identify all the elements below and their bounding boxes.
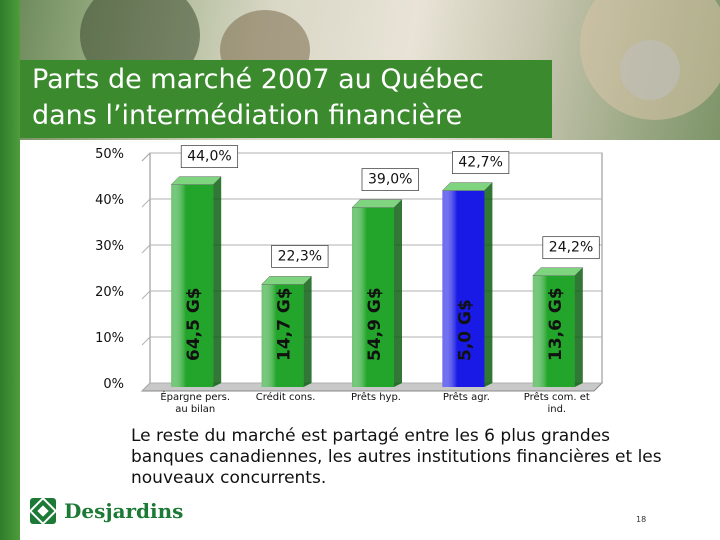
gridline-depth: [141, 290, 151, 300]
x-category-label: Crédit cons.: [256, 391, 316, 403]
bar-amount-label: 13,6 G$: [546, 287, 566, 361]
bar-value-box: [271, 245, 329, 268]
y-tick-label: 20%: [95, 285, 124, 300]
bar-top: [532, 267, 584, 276]
x-category-label: Prêts com. et: [524, 391, 590, 403]
gridline-depth: [141, 152, 151, 162]
bar-value-label: 44,0%: [187, 149, 231, 165]
bar-value-box: [452, 151, 510, 174]
title-line-1: Parts de marché 2007 au Québec: [32, 64, 484, 95]
caption-text: Le reste du marché est partagé entre les…: [131, 426, 662, 488]
y-tick-label: 10%: [95, 331, 124, 346]
bar-group: [441, 182, 494, 387]
y-tick-label: 50%: [95, 147, 124, 162]
y-tick-label: 0%: [103, 377, 124, 392]
bar-highlight: [352, 207, 394, 387]
bar-value-box: [361, 168, 419, 191]
title-box: Parts de marché 2007 au Québec dans l’in…: [20, 60, 552, 138]
bar-value-label: 42,7%: [458, 155, 502, 171]
left-border: [0, 0, 20, 540]
bar-highlight: [261, 284, 304, 387]
bar-side: [484, 182, 493, 387]
bar-side: [574, 267, 583, 387]
bar-side: [213, 176, 222, 387]
bar-highlight: [532, 275, 575, 387]
x-category-label: Prêts hyp.: [351, 391, 401, 403]
bar-value-box: [542, 236, 600, 260]
x-category-label: au bilan: [175, 404, 215, 415]
bar-highlight: [442, 190, 485, 387]
bar-top: [351, 199, 403, 208]
bar-top: [441, 182, 494, 191]
gridline-depth: [141, 244, 151, 254]
x-category-label: ind.: [547, 404, 566, 415]
x-category-label: Épargne pers.: [160, 390, 230, 403]
bar-amount-label: 5,0 G$: [455, 299, 475, 361]
bar-value-label: 24,2%: [549, 240, 593, 256]
bar-value-label: 22,3%: [278, 248, 322, 264]
bar-group: [532, 267, 584, 387]
desjardins-logo: Desjardins: [28, 496, 184, 526]
y-tick-label: 30%: [95, 239, 124, 254]
gridline-depth: [141, 382, 151, 392]
bar-side: [303, 276, 312, 387]
bar-top: [260, 276, 313, 285]
x-category-label: Prêts agr.: [443, 391, 490, 403]
page-number: 18: [636, 515, 647, 524]
bar-group: [170, 176, 222, 387]
bar-highlight: [171, 184, 214, 387]
bar-amount-label: 14,7 G$: [275, 287, 295, 361]
y-tick-label: 40%: [95, 193, 124, 208]
title-line-2: dans l’intermédiation financière: [32, 100, 463, 131]
gridline-depth: [141, 198, 151, 208]
bar-group: [351, 199, 403, 387]
desjardins-logo-icon: [28, 496, 58, 526]
logo-text: Desjardins: [64, 499, 184, 523]
bar-top: [170, 176, 222, 185]
gridline-depth: [141, 336, 151, 346]
bar-amount-label: 54,9 G$: [365, 287, 385, 361]
bar-value-box: [180, 145, 239, 168]
bar-amount-label: 64,5 G$: [184, 287, 204, 361]
bar-value-label: 39,0%: [368, 172, 412, 188]
bar-group: [260, 276, 313, 387]
bar-side: [394, 199, 402, 387]
